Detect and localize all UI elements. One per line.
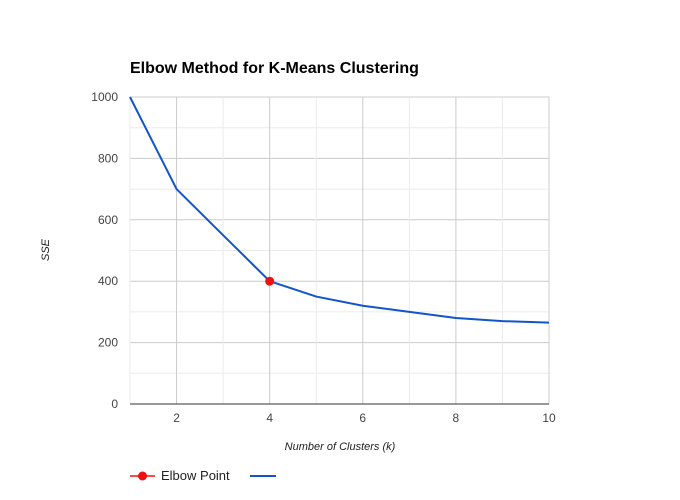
x-tick-label: 2 <box>173 411 180 425</box>
grid <box>129 96 550 405</box>
x-tick-label: 4 <box>266 411 273 425</box>
x-tick-label: 6 <box>359 411 366 425</box>
legend: Elbow Point <box>130 468 276 483</box>
sse-line <box>129 96 550 324</box>
chart-title: Elbow Method for K-Means Clustering <box>130 60 419 77</box>
y-tick-label: 0 <box>111 397 118 411</box>
y-axis-title: SSE <box>40 238 52 261</box>
x-axis-title: Number of Clusters (k) <box>285 441 396 453</box>
y-tick-label: 200 <box>98 336 118 350</box>
y-axis-ticks: 0 200 400 600 800 1000 <box>91 90 118 411</box>
y-tick-label: 1000 <box>91 90 118 104</box>
x-tick-label: 8 <box>453 411 460 425</box>
legend-item-elbow-point[interactable]: Elbow Point <box>130 468 230 483</box>
legend-elbow-label: Elbow Point <box>161 468 230 483</box>
x-tick-label: 10 <box>542 411 556 425</box>
x-axis-ticks: 2 4 6 8 10 <box>173 411 556 425</box>
y-tick-label: 600 <box>98 213 118 227</box>
y-tick-label: 400 <box>98 274 118 288</box>
y-tick-label: 800 <box>98 151 118 165</box>
series-layer <box>129 96 550 324</box>
legend-elbow-marker <box>138 471 147 481</box>
elbow-point-marker[interactable] <box>265 276 275 286</box>
